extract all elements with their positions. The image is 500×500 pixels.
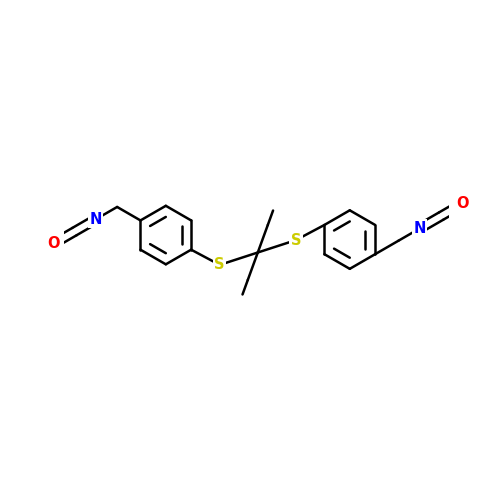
Text: N: N	[90, 212, 102, 227]
Text: O: O	[456, 196, 468, 212]
Text: O: O	[47, 236, 60, 252]
Text: S: S	[214, 258, 225, 272]
Text: N: N	[414, 221, 426, 236]
Text: S: S	[290, 232, 301, 248]
